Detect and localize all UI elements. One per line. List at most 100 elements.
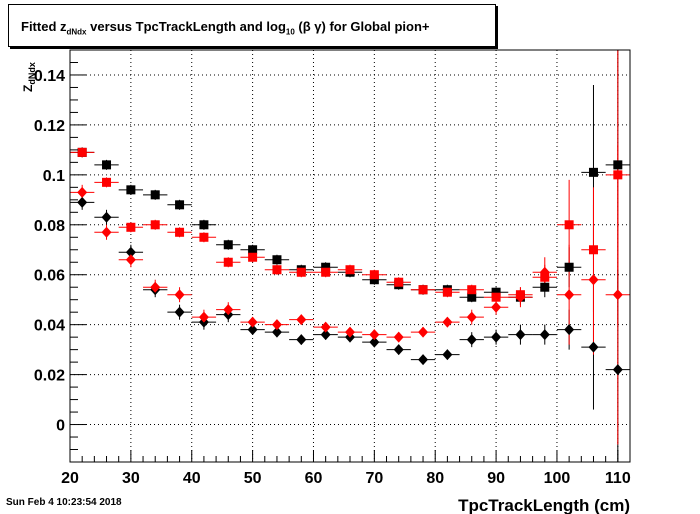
title-middle: versus TpcTrackLength and log xyxy=(86,19,286,34)
data-point-square xyxy=(199,232,209,242)
data-point-square xyxy=(613,160,623,170)
data-point-diamond xyxy=(174,289,185,301)
data-point-diamond xyxy=(539,329,550,341)
data-point-square xyxy=(613,170,623,180)
x-tick-label: 20 xyxy=(61,470,79,487)
y-tick-label: 0.02 xyxy=(34,368,65,385)
data-point-diamond xyxy=(612,289,623,301)
x-tick-label: 50 xyxy=(244,470,262,487)
y-tick-label: 0.12 xyxy=(34,118,65,135)
data-point-diamond xyxy=(101,226,112,238)
x-tick-label: 90 xyxy=(487,470,505,487)
data-point-diamond xyxy=(296,314,307,326)
data-point-diamond xyxy=(174,306,185,318)
data-point-diamond xyxy=(418,326,429,338)
x-tick-label: 40 xyxy=(183,470,201,487)
x-tick-label: 110 xyxy=(605,470,631,487)
data-point-square xyxy=(491,292,501,302)
data-point-square xyxy=(540,282,550,292)
data-point-diamond xyxy=(539,266,550,278)
data-point-diamond xyxy=(320,329,331,341)
data-point-square xyxy=(272,265,282,275)
x-tick-label: 100 xyxy=(544,470,571,487)
y-axis-title: ZdNdx xyxy=(21,62,37,92)
y-tick-label: 0.14 xyxy=(34,68,65,85)
title-subscript-dndx: dNdx xyxy=(66,27,87,37)
data-point-diamond xyxy=(515,329,526,341)
x-tick-label: 80 xyxy=(426,470,444,487)
data-point-diamond xyxy=(101,211,112,223)
data-point-square xyxy=(442,287,452,297)
data-point-square xyxy=(272,255,282,265)
data-point-diamond xyxy=(442,349,453,361)
data-point-square xyxy=(467,285,477,295)
data-point-square xyxy=(321,262,331,272)
x-axis-label: TpcTrackLength (cm) xyxy=(458,496,630,514)
data-point-diamond xyxy=(393,344,404,356)
x-tick-label: 60 xyxy=(305,470,323,487)
y-axis-title-sub: dNdx xyxy=(27,62,37,85)
data-point-diamond xyxy=(77,196,88,208)
data-point-square xyxy=(102,160,112,170)
data-point-diamond xyxy=(564,324,575,336)
data-point-diamond xyxy=(491,301,502,313)
data-point-square xyxy=(491,287,501,297)
data-point-diamond xyxy=(271,326,282,338)
y-tick-label: 0.1 xyxy=(43,168,65,185)
data-point-diamond xyxy=(198,311,209,323)
data-point-square xyxy=(588,245,598,255)
data-point-square xyxy=(77,147,87,157)
x-tick-label: 70 xyxy=(365,470,383,487)
title-box: Fitted zdNdx versus TpcTrackLength and l… xyxy=(8,4,496,47)
y-tick-label: 0.04 xyxy=(34,318,65,335)
data-point-square xyxy=(248,245,258,255)
y-axis-label: ZdNdx xyxy=(21,62,37,92)
data-point-square xyxy=(296,267,306,277)
y-tick-label: 0.06 xyxy=(34,268,65,285)
x-tick-label: 30 xyxy=(122,470,140,487)
data-point-square xyxy=(588,167,598,177)
data-point-diamond xyxy=(612,364,623,376)
data-point-square xyxy=(418,285,428,295)
data-point-diamond xyxy=(247,324,258,336)
title-suffix: (β γ) for Global pion+ xyxy=(294,19,430,34)
data-point-diamond xyxy=(491,331,502,343)
data-point-square xyxy=(223,257,233,267)
y-tick-label: 0 xyxy=(56,418,65,435)
data-point-square xyxy=(175,227,185,237)
data-point-diamond xyxy=(150,281,161,293)
data-point-diamond xyxy=(271,319,282,331)
data-point-diamond xyxy=(393,331,404,343)
grid-lines xyxy=(69,50,630,462)
data-point-diamond xyxy=(320,321,331,333)
data-point-diamond xyxy=(125,246,136,258)
y-tick-label: 0.08 xyxy=(34,218,65,235)
data-point-diamond xyxy=(369,329,380,341)
title-subscript-10: 10 xyxy=(285,27,295,37)
data-point-square xyxy=(248,252,258,262)
chart-title: Fitted zdNdx versus TpcTrackLength and l… xyxy=(21,19,429,37)
data-point-square xyxy=(369,275,379,285)
data-point-diamond xyxy=(77,186,88,198)
data-point-square xyxy=(321,267,331,277)
y-axis-title-main: Z xyxy=(21,85,35,92)
data-point-square xyxy=(126,222,136,232)
data-point-diamond xyxy=(125,254,136,266)
data-point-diamond xyxy=(442,316,453,328)
data-point-diamond xyxy=(223,304,234,316)
data-point-square xyxy=(175,200,185,210)
data-point-diamond xyxy=(564,289,575,301)
data-point-square xyxy=(369,270,379,280)
data-point-square xyxy=(102,177,112,187)
data-markers xyxy=(77,147,623,376)
data-point-square xyxy=(199,220,209,230)
data-point-diamond xyxy=(418,354,429,366)
data-point-diamond xyxy=(466,334,477,346)
plot-frame xyxy=(69,49,631,463)
axis-ticks xyxy=(69,49,631,463)
data-point-square xyxy=(564,220,574,230)
data-point-diamond xyxy=(588,274,599,286)
data-point-diamond xyxy=(466,311,477,323)
data-point-square xyxy=(126,185,136,195)
data-point-square xyxy=(467,292,477,302)
